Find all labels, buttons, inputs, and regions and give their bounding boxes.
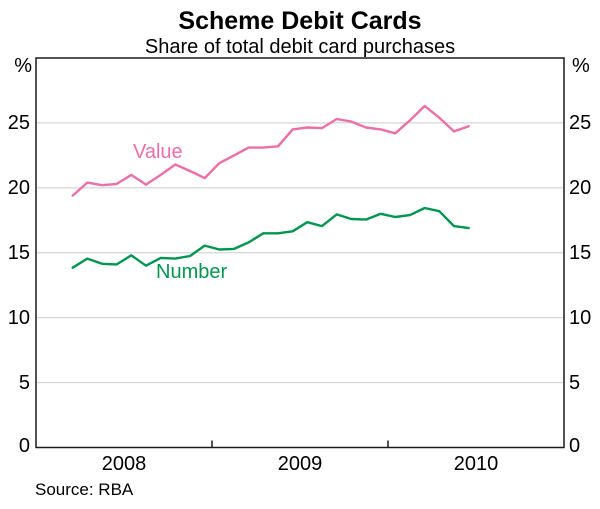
y-label-right-20: 20 bbox=[569, 176, 592, 199]
y-axis-unit-left: % bbox=[14, 55, 32, 77]
y-label-left-20: 20 bbox=[7, 176, 30, 199]
series-label-value: Value bbox=[133, 141, 183, 163]
y-axis-unit-right: % bbox=[572, 55, 590, 77]
series-line-value bbox=[71, 104, 470, 197]
y-label-right-15: 15 bbox=[569, 241, 592, 264]
x-label-2009: 2009 bbox=[277, 453, 323, 475]
y-label-right-10: 10 bbox=[569, 306, 592, 329]
y-label-left-15: 15 bbox=[7, 241, 30, 264]
series-label-number: Number bbox=[156, 261, 228, 283]
y-label-left-10: 10 bbox=[7, 306, 30, 329]
chart-subtitle: Share of total debit card purchases bbox=[144, 36, 456, 58]
y-label-left-25: 25 bbox=[7, 111, 30, 134]
source-note: Source: RBA bbox=[35, 480, 134, 499]
series-line-number bbox=[71, 206, 470, 269]
y-label-right-0: 0 bbox=[569, 434, 581, 457]
chart-title: Scheme Debit Cards bbox=[178, 7, 422, 35]
y-label-left-0: 0 bbox=[18, 434, 30, 457]
y-label-left-5: 5 bbox=[18, 371, 30, 394]
x-label-2008: 2008 bbox=[101, 453, 147, 475]
y-label-right-5: 5 bbox=[569, 371, 581, 394]
x-label-2010: 2010 bbox=[453, 453, 499, 475]
y-label-right-25: 25 bbox=[569, 111, 592, 134]
plot-frame bbox=[35, 57, 565, 449]
